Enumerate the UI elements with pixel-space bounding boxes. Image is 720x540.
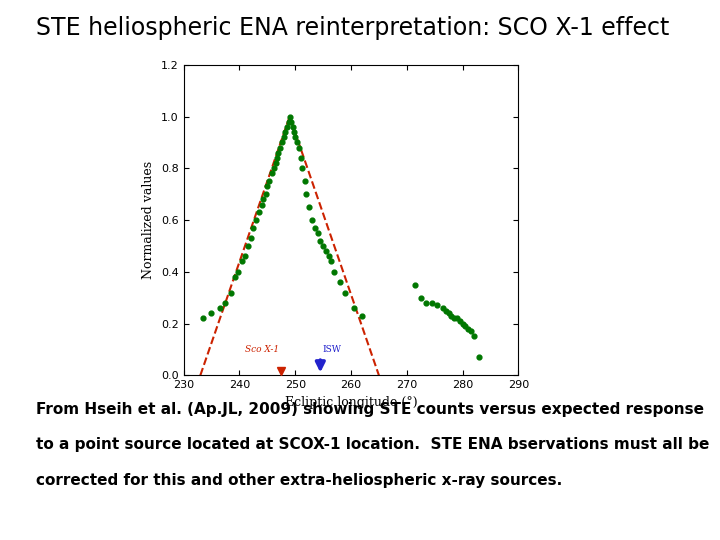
- Point: [220, 299, 231, 307]
- Point: [320, 247, 332, 255]
- Point: [233, 267, 244, 276]
- Point: [276, 138, 287, 147]
- Point: [284, 112, 295, 121]
- Point: [312, 228, 323, 237]
- Point: [456, 319, 468, 328]
- Point: [266, 169, 277, 178]
- Point: [251, 216, 262, 225]
- Point: [462, 325, 474, 333]
- Point: [297, 164, 308, 173]
- Point: [278, 133, 289, 141]
- Point: [274, 143, 286, 152]
- Point: [279, 128, 291, 137]
- Point: [269, 164, 280, 173]
- Point: [273, 148, 284, 157]
- Text: Sco X-1: Sco X-1: [246, 345, 279, 354]
- Text: STE heliospheric ENA reinterpretation: SCO X-1 effect: STE heliospheric ENA reinterpretation: S…: [36, 16, 670, 40]
- Point: [459, 322, 471, 330]
- Point: [315, 237, 326, 245]
- Point: [323, 252, 334, 261]
- Point: [258, 195, 269, 204]
- Point: [242, 241, 253, 250]
- Point: [293, 143, 305, 152]
- Point: [295, 154, 307, 163]
- Point: [451, 314, 463, 323]
- Point: [270, 159, 282, 167]
- Point: [303, 203, 315, 212]
- Point: [334, 278, 346, 286]
- Text: to a point source located at SCOX-1 location.  STE ENA bservations must all be: to a point source located at SCOX-1 loca…: [36, 437, 709, 453]
- Point: [465, 327, 477, 336]
- Point: [420, 299, 432, 307]
- Point: [449, 314, 460, 323]
- Point: [291, 138, 302, 147]
- Point: [468, 332, 480, 341]
- Point: [260, 190, 271, 199]
- Point: [356, 312, 368, 320]
- X-axis label: Ecliptic longitude (°): Ecliptic longitude (°): [284, 396, 418, 409]
- Point: [348, 303, 359, 312]
- Point: [287, 123, 299, 131]
- Point: [288, 128, 300, 137]
- Point: [225, 288, 237, 297]
- Point: [309, 224, 320, 232]
- Point: [299, 177, 310, 186]
- Point: [245, 234, 256, 242]
- Point: [253, 208, 265, 217]
- Point: [256, 200, 267, 209]
- Point: [306, 216, 318, 225]
- Point: [440, 306, 451, 315]
- Text: From Hseih et al. (Ap.JL, 2009) showing STE counts versus expected response: From Hseih et al. (Ap.JL, 2009) showing …: [36, 402, 704, 417]
- Point: [261, 182, 273, 191]
- Point: [437, 303, 449, 312]
- Point: [415, 293, 426, 302]
- Point: [318, 241, 329, 250]
- Point: [206, 309, 217, 318]
- Point: [283, 117, 294, 126]
- Point: [197, 314, 209, 323]
- Point: [286, 117, 297, 126]
- Point: [236, 257, 248, 266]
- Point: [229, 273, 240, 281]
- Point: [239, 252, 251, 261]
- Text: corrected for this and other extra-heliospheric x-ray sources.: corrected for this and other extra-helio…: [36, 472, 562, 488]
- Point: [426, 299, 438, 307]
- Point: [271, 154, 283, 163]
- Point: [432, 301, 444, 310]
- Point: [454, 316, 466, 325]
- Point: [325, 257, 337, 266]
- Point: [300, 190, 312, 199]
- Point: [264, 177, 275, 186]
- Text: ISW: ISW: [322, 345, 341, 354]
- Point: [248, 224, 259, 232]
- Point: [340, 288, 351, 297]
- Point: [289, 133, 301, 141]
- Point: [443, 309, 454, 318]
- Point: [410, 280, 421, 289]
- Point: [214, 303, 225, 312]
- Y-axis label: Normalized values: Normalized values: [143, 161, 156, 279]
- Point: [328, 267, 340, 276]
- Point: [446, 312, 457, 320]
- Point: [474, 353, 485, 361]
- Point: [281, 123, 292, 131]
